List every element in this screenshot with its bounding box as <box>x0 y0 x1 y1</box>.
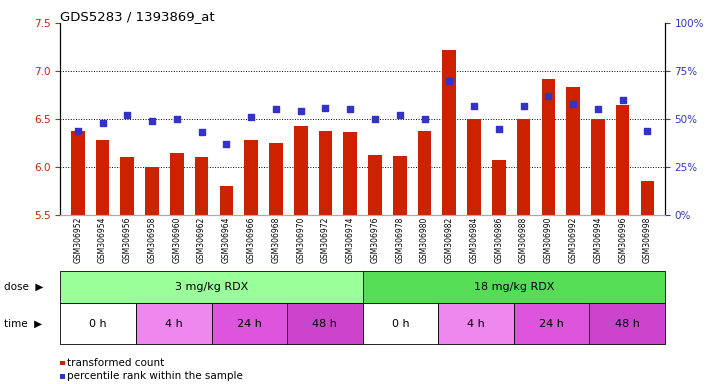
Point <box>97 120 108 126</box>
Text: GSM306962: GSM306962 <box>197 217 206 263</box>
Text: GDS5283 / 1393869_at: GDS5283 / 1393869_at <box>60 10 215 23</box>
Text: time  ▶: time ▶ <box>4 318 42 329</box>
Text: GSM306978: GSM306978 <box>395 217 405 263</box>
Point <box>295 108 306 114</box>
Bar <box>60 303 136 344</box>
Point <box>146 118 158 124</box>
Text: GSM306990: GSM306990 <box>544 217 553 263</box>
Text: GSM306964: GSM306964 <box>222 217 231 263</box>
Point <box>270 106 282 113</box>
Text: GSM306960: GSM306960 <box>172 217 181 263</box>
Point <box>419 116 430 122</box>
Bar <box>589 303 665 344</box>
Bar <box>60 271 363 303</box>
Bar <box>145 167 159 215</box>
Bar <box>368 154 382 215</box>
Point <box>196 129 208 136</box>
Bar <box>220 186 233 215</box>
Point <box>642 127 653 134</box>
Text: 0 h: 0 h <box>90 318 107 329</box>
Point <box>171 116 183 122</box>
Bar <box>616 104 629 215</box>
Point <box>320 104 331 111</box>
Text: GSM306992: GSM306992 <box>569 217 577 263</box>
Bar <box>418 131 432 215</box>
Bar <box>567 87 580 215</box>
Text: GSM306984: GSM306984 <box>469 217 479 263</box>
Text: GSM306986: GSM306986 <box>494 217 503 263</box>
Bar <box>641 182 654 215</box>
Text: 3 mg/kg RDX: 3 mg/kg RDX <box>175 282 248 292</box>
Text: 4 h: 4 h <box>467 318 485 329</box>
Point <box>345 106 356 113</box>
Text: GSM306996: GSM306996 <box>618 217 627 263</box>
Text: GSM306972: GSM306972 <box>321 217 330 263</box>
Point <box>444 78 455 84</box>
Bar <box>245 140 258 215</box>
Bar <box>442 50 456 215</box>
Text: 0 h: 0 h <box>392 318 410 329</box>
Text: transformed count: transformed count <box>67 358 164 368</box>
Point <box>469 103 480 109</box>
Bar <box>120 157 134 215</box>
Bar <box>591 119 605 215</box>
Bar <box>269 143 283 215</box>
Point <box>245 114 257 120</box>
Bar <box>294 126 307 215</box>
Text: GSM306998: GSM306998 <box>643 217 652 263</box>
Text: 24 h: 24 h <box>539 318 564 329</box>
Text: percentile rank within the sample: percentile rank within the sample <box>67 371 243 381</box>
Bar <box>212 303 287 344</box>
Bar <box>319 131 332 215</box>
Text: GSM306954: GSM306954 <box>98 217 107 263</box>
Text: GSM306988: GSM306988 <box>519 217 528 263</box>
Text: 48 h: 48 h <box>614 318 639 329</box>
Point <box>617 97 629 103</box>
Text: GSM306994: GSM306994 <box>594 217 602 263</box>
Text: GSM306970: GSM306970 <box>296 217 305 263</box>
Point <box>518 103 529 109</box>
Point <box>394 112 405 118</box>
Text: 24 h: 24 h <box>237 318 262 329</box>
Bar <box>170 152 183 215</box>
Bar <box>517 119 530 215</box>
Text: GSM306956: GSM306956 <box>123 217 132 263</box>
Point <box>220 141 232 147</box>
Bar <box>363 303 438 344</box>
Bar <box>438 303 514 344</box>
Point <box>567 101 579 107</box>
Bar <box>363 271 665 303</box>
Point <box>493 126 505 132</box>
Text: 18 mg/kg RDX: 18 mg/kg RDX <box>474 282 554 292</box>
Text: GSM306976: GSM306976 <box>370 217 380 263</box>
Bar <box>492 160 506 215</box>
Text: 4 h: 4 h <box>165 318 183 329</box>
Bar <box>514 303 589 344</box>
Text: dose  ▶: dose ▶ <box>4 282 43 292</box>
Text: GSM306982: GSM306982 <box>445 217 454 263</box>
Text: GSM306952: GSM306952 <box>73 217 82 263</box>
Point <box>72 127 83 134</box>
Text: GSM306968: GSM306968 <box>272 217 280 263</box>
Bar <box>195 157 208 215</box>
Text: GSM306980: GSM306980 <box>420 217 429 263</box>
Point <box>542 93 554 99</box>
Bar <box>287 303 363 344</box>
Bar <box>71 131 85 215</box>
Bar <box>467 119 481 215</box>
Bar <box>393 156 407 215</box>
Point <box>122 112 133 118</box>
Bar <box>343 131 357 215</box>
Text: GSM306966: GSM306966 <box>247 217 256 263</box>
Text: GSM306974: GSM306974 <box>346 217 355 263</box>
Bar <box>136 303 212 344</box>
Text: GSM306958: GSM306958 <box>148 217 156 263</box>
Point <box>369 116 380 122</box>
Bar <box>96 140 109 215</box>
Bar <box>542 79 555 215</box>
Point <box>592 106 604 113</box>
Text: 48 h: 48 h <box>312 318 337 329</box>
